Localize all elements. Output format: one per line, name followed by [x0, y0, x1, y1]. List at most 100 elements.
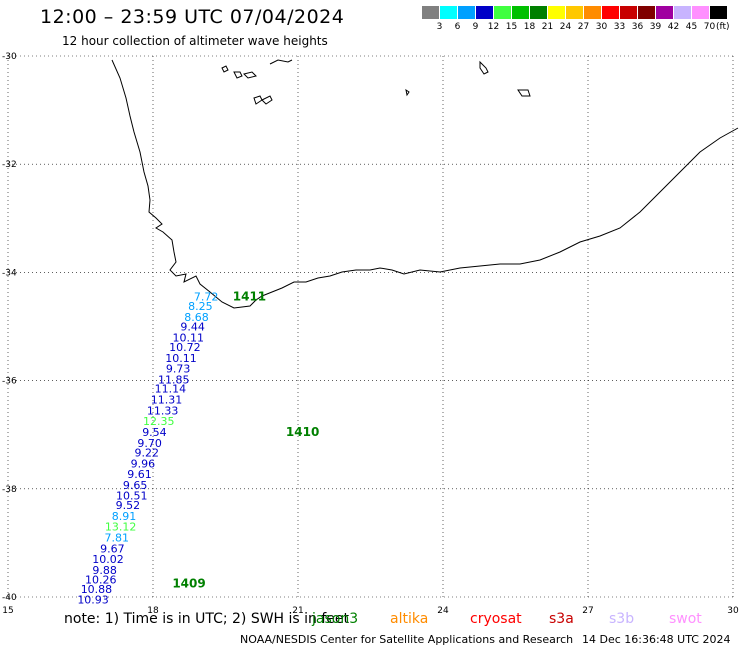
- colorbar-swatch: [440, 6, 457, 19]
- wave-height-value: 10.26: [85, 574, 117, 587]
- wave-height-value: 9.67: [100, 542, 125, 555]
- coastline-south-africa: [111, 59, 739, 309]
- lon-tick-label: 27: [582, 606, 593, 616]
- colorbar-swatch: [458, 6, 475, 19]
- colorbar-swatch: [566, 6, 583, 19]
- wave-height-value: 10.51: [116, 489, 148, 502]
- map-title: 12:00 – 23:59 UTC 07/04/2024: [40, 6, 345, 28]
- colorbar-label: 21: [541, 22, 554, 32]
- pass-number-label: 1410: [286, 425, 319, 439]
- island-5: [261, 95, 273, 105]
- wave-height-value: 9.22: [134, 447, 159, 460]
- wave-height-value: 10.11: [173, 331, 205, 344]
- island-7: [479, 60, 489, 75]
- satellite-name: cryosat: [470, 611, 522, 627]
- colorbar-label: 45: [685, 22, 698, 32]
- colorbar-swatch: [494, 6, 511, 19]
- colorbar-swatch: [638, 6, 655, 19]
- colorbar-unit: (ft): [716, 22, 730, 32]
- wave-height-points: 7.728.258.689.4410.1110.7210.119.7311.85…: [77, 291, 218, 607]
- wave-height-value: 9.73: [166, 363, 191, 376]
- colorbar-label: 3: [436, 22, 443, 32]
- lat-tick-label: -34: [2, 268, 17, 278]
- wave-height-value: 8.91: [112, 510, 137, 523]
- colorbar-swatch: [476, 6, 493, 19]
- wave-height-value: 9.96: [131, 457, 156, 470]
- island-8: [405, 88, 410, 97]
- colorbar-swatch: [530, 6, 547, 19]
- lat-tick-label: -36: [2, 377, 17, 387]
- satellite-name: altika: [390, 611, 429, 627]
- colorbar-swatch: [602, 6, 619, 19]
- lat-lon-grid: 15 18 21 24 27 30 -30 -32 -34 -36 -38 -40: [2, 52, 739, 616]
- wave-height-value: 9.65: [123, 479, 148, 492]
- footer-timestamp: 14 Dec 16:36:48 UTC 2024: [582, 633, 731, 646]
- lon-tick-label: 30: [727, 606, 739, 616]
- wave-height-value: 9.61: [127, 468, 152, 481]
- colorbar-label: 39: [649, 22, 662, 32]
- satellite-name: s3a: [549, 611, 574, 627]
- pass-number-label: 1409: [172, 576, 205, 590]
- wave-height-value: 11.85: [158, 374, 190, 387]
- wave-height-value: 9.70: [137, 437, 162, 450]
- colorbar-label: 36: [631, 22, 644, 32]
- colorbar-swatch: [422, 6, 439, 19]
- wave-height-value: 9.54: [142, 426, 167, 439]
- wave-height-value: 12.35: [143, 415, 175, 428]
- wave-height-value: 9.52: [116, 499, 141, 512]
- colorbar-label: 18: [523, 22, 536, 32]
- colorbar-swatch: [548, 6, 565, 19]
- colorbar-swatch: [692, 6, 709, 19]
- colorbar-swatch: [584, 6, 601, 19]
- wave-height-value: 10.11: [165, 352, 197, 365]
- colorbar-label: 42: [667, 22, 680, 32]
- island-9: [517, 89, 531, 97]
- colorbar-label: 15: [505, 22, 518, 32]
- lat-tick-label: -30: [2, 52, 17, 62]
- wave-height-value: 8.68: [184, 311, 209, 324]
- satellite-name: jason3: [312, 611, 359, 627]
- wave-height-value: 9.44: [180, 321, 205, 334]
- lon-tick-label: 21: [292, 606, 303, 616]
- wave-height-value: 10.88: [81, 583, 113, 596]
- colorbar-swatch: [656, 6, 673, 19]
- wave-height-value: 11.14: [155, 383, 187, 396]
- wave-height-value: 8.25: [188, 300, 213, 313]
- colorbar-label: 33: [613, 22, 626, 32]
- island-2: [233, 71, 243, 79]
- colorbar-swatch: [710, 6, 727, 19]
- wave-height-value: 7.81: [105, 531, 130, 544]
- wave-height-value: 7.72: [194, 291, 219, 304]
- map-subtitle: 12 hour collection of altimeter wave hei…: [62, 34, 328, 48]
- colorbar-swatch: [620, 6, 637, 19]
- wave-height-value: 10.93: [77, 594, 109, 607]
- lon-tick-label: 24: [437, 606, 449, 616]
- wave-height-value: 10.72: [169, 341, 201, 354]
- wave-height-value: 10.02: [92, 553, 124, 566]
- colorbar-label: 9: [472, 22, 479, 32]
- wave-height-value: 9.88: [92, 564, 117, 577]
- island-1: [221, 65, 229, 73]
- lon-tick-label: 18: [147, 606, 159, 616]
- footer-credit: NOAA/NESDIS Center for Satellite Applica…: [240, 633, 574, 646]
- lat-tick-label: -32: [2, 160, 17, 170]
- colorbar-label: 24: [559, 22, 572, 32]
- island-3: [243, 71, 257, 79]
- note-text: note: 1) Time is in UTC; 2) SWH is in fe…: [64, 611, 350, 627]
- wave-height-value: 13.12: [105, 521, 137, 534]
- island-6: [269, 59, 293, 65]
- lat-tick-label: -38: [2, 485, 17, 495]
- colorbar-label: 70: [703, 22, 716, 32]
- colorbar-swatch: [674, 6, 691, 19]
- wave-height-value: 11.33: [147, 404, 179, 417]
- lat-tick-label: -40: [2, 593, 17, 603]
- wave-height-value: 11.31: [151, 394, 183, 407]
- coastline: [111, 59, 739, 309]
- pass-labels: 1411 1410 1409: [172, 290, 319, 591]
- colorbar-swatch: [512, 6, 529, 19]
- colorbar-label: 27: [577, 22, 590, 32]
- satellite-name: s3b: [609, 611, 635, 627]
- colorbar-label: 12: [487, 22, 500, 32]
- island-4: [253, 95, 263, 105]
